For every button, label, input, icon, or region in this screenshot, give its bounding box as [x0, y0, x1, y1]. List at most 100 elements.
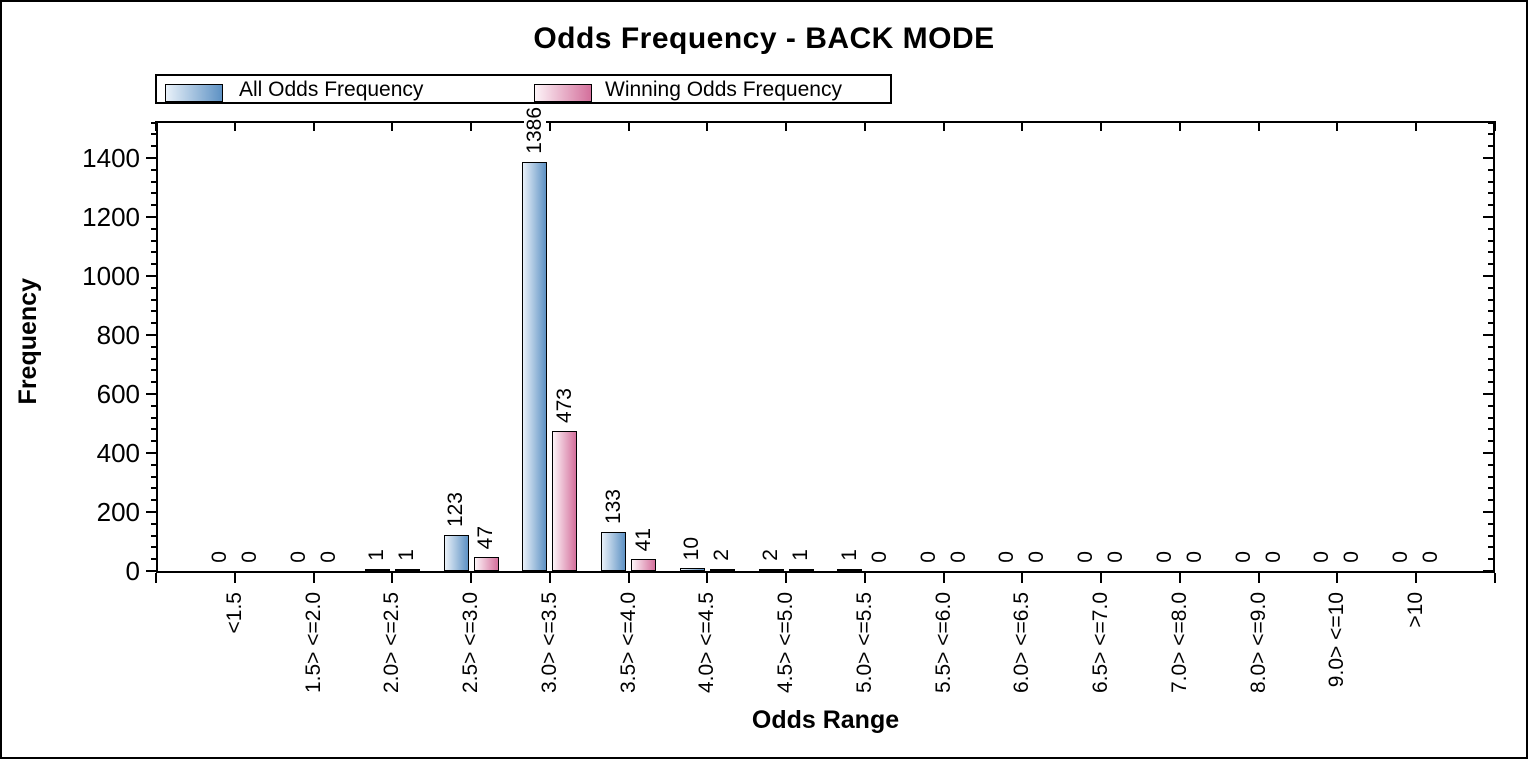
y-minor-tick: [151, 428, 156, 431]
legend-label-all-odds: All Odds Frequency: [239, 78, 424, 101]
y-tick-label: 0: [125, 556, 140, 586]
legend-label-winning-odds: Winning Odds Frequency: [605, 78, 842, 101]
y-minor-tick-right: [1488, 286, 1493, 289]
y-minor-tick: [151, 133, 156, 136]
x-major-tick: [548, 573, 551, 583]
y-minor-tick-right: [1488, 428, 1493, 431]
y-major-tick-right: [1483, 511, 1493, 513]
x-major-tick-top: [391, 121, 394, 131]
y-major-tick: [146, 157, 156, 159]
x-tick-label: 4.5> <=5.0: [774, 592, 798, 694]
bar-value-label: 0: [1419, 551, 1443, 563]
bar-all-3: [443, 535, 469, 571]
x-major-tick: [1494, 573, 1496, 583]
x-tick-label: 5.5> <=6.0: [931, 592, 955, 694]
y-major-tick: [146, 275, 156, 277]
bar-value-label: 0: [916, 551, 940, 563]
x-tick-label: >10: [1404, 592, 1428, 628]
bar-value-label: 133: [601, 488, 625, 524]
legend: All Odds Frequency Winning Odds Frequenc…: [155, 74, 892, 104]
y-minor-tick-right: [1488, 416, 1493, 419]
bar-value-label: 0: [1074, 551, 1098, 563]
y-minor-tick-right: [1488, 558, 1493, 561]
bar-value-label: 0: [1182, 551, 1206, 563]
chart-title: Odds Frequency - BACK MODE: [533, 22, 995, 55]
y-minor-tick-right: [1488, 404, 1493, 407]
y-tick-label: 200: [96, 497, 140, 527]
x-major-tick-top: [1336, 121, 1339, 131]
y-minor-tick-right: [1488, 310, 1493, 313]
y-minor-tick: [151, 416, 156, 419]
x-tick-label: 4.0> <=4.5: [695, 592, 719, 694]
x-tick-label: <1.5: [222, 592, 246, 634]
x-major-tick-top: [233, 121, 236, 131]
bar-value-label: 0: [286, 551, 310, 563]
bar-all-4: [522, 162, 548, 571]
y-major-tick: [146, 393, 156, 395]
x-major-tick: [1415, 573, 1418, 583]
bar-value-label: 1: [789, 549, 813, 561]
y-minor-tick-right: [1488, 322, 1493, 325]
y-minor-tick: [151, 463, 156, 466]
x-tick-label: 3.0> <=3.5: [537, 592, 561, 694]
bar-value-label: 1: [837, 549, 861, 561]
x-tick-label: 6.0> <=6.5: [1010, 592, 1034, 694]
y-minor-tick-right: [1488, 180, 1493, 183]
y-minor-tick: [151, 227, 156, 230]
x-tick-label: 2.0> <=2.5: [380, 592, 404, 694]
y-minor-tick: [151, 263, 156, 266]
x-major-tick-top: [155, 121, 157, 131]
y-tick-label: 1200: [82, 202, 140, 232]
y-minor-tick: [151, 546, 156, 549]
x-major-tick-top: [706, 121, 709, 131]
bar-all-7: [758, 569, 784, 571]
bar-value-label: 41: [631, 527, 655, 551]
y-minor-tick-right: [1488, 369, 1493, 372]
y-minor-tick-right: [1488, 145, 1493, 148]
x-major-tick: [785, 573, 788, 583]
y-minor-tick-right: [1488, 499, 1493, 502]
x-major-tick: [155, 573, 157, 583]
bar-value-label: 0: [316, 551, 340, 563]
x-tick-label: 9.0> <=10: [1325, 592, 1349, 688]
bar-all-8: [837, 569, 863, 571]
bar-value-label: 47: [474, 525, 498, 549]
y-minor-tick: [151, 534, 156, 537]
x-tick-label: 5.0> <=5.5: [852, 592, 876, 694]
y-tick-label: 600: [96, 379, 140, 409]
y-minor-tick: [151, 440, 156, 443]
bar-value-label: 0: [1389, 551, 1413, 563]
bar-win-4: [552, 431, 578, 571]
y-minor-tick: [151, 369, 156, 372]
x-major-tick: [1257, 573, 1260, 583]
y-major-tick: [146, 511, 156, 513]
y-minor-tick: [151, 121, 156, 124]
legend-swatch-winning-odds: [534, 84, 592, 102]
x-major-tick: [233, 573, 236, 583]
y-minor-tick: [151, 475, 156, 478]
y-minor-tick-right: [1488, 192, 1493, 195]
y-minor-tick: [151, 322, 156, 325]
bar-all-5: [601, 532, 627, 571]
y-minor-tick: [151, 499, 156, 502]
x-tick-label: 6.5> <=7.0: [1089, 592, 1113, 694]
y-major-tick: [146, 216, 156, 218]
y-minor-tick-right: [1488, 381, 1493, 384]
bar-win-7: [788, 569, 814, 571]
y-minor-tick-right: [1488, 133, 1493, 136]
x-tick-label: 7.0> <=8.0: [1167, 592, 1191, 694]
x-major-tick: [470, 573, 473, 583]
x-major-tick-top: [1415, 121, 1418, 131]
x-axis-title: Odds Range: [751, 706, 900, 734]
bar-value-label: 2: [710, 549, 734, 561]
bar-value-label: 0: [1104, 551, 1128, 563]
bar-win-6: [709, 569, 735, 571]
bar-value-label: 0: [237, 551, 261, 563]
x-major-tick-top: [312, 121, 315, 131]
x-major-tick: [1178, 573, 1181, 583]
y-minor-tick-right: [1488, 463, 1493, 466]
x-major-tick-top: [1494, 121, 1496, 131]
x-major-tick: [391, 573, 394, 583]
x-tick-label: 2.5> <=3.0: [459, 592, 483, 694]
